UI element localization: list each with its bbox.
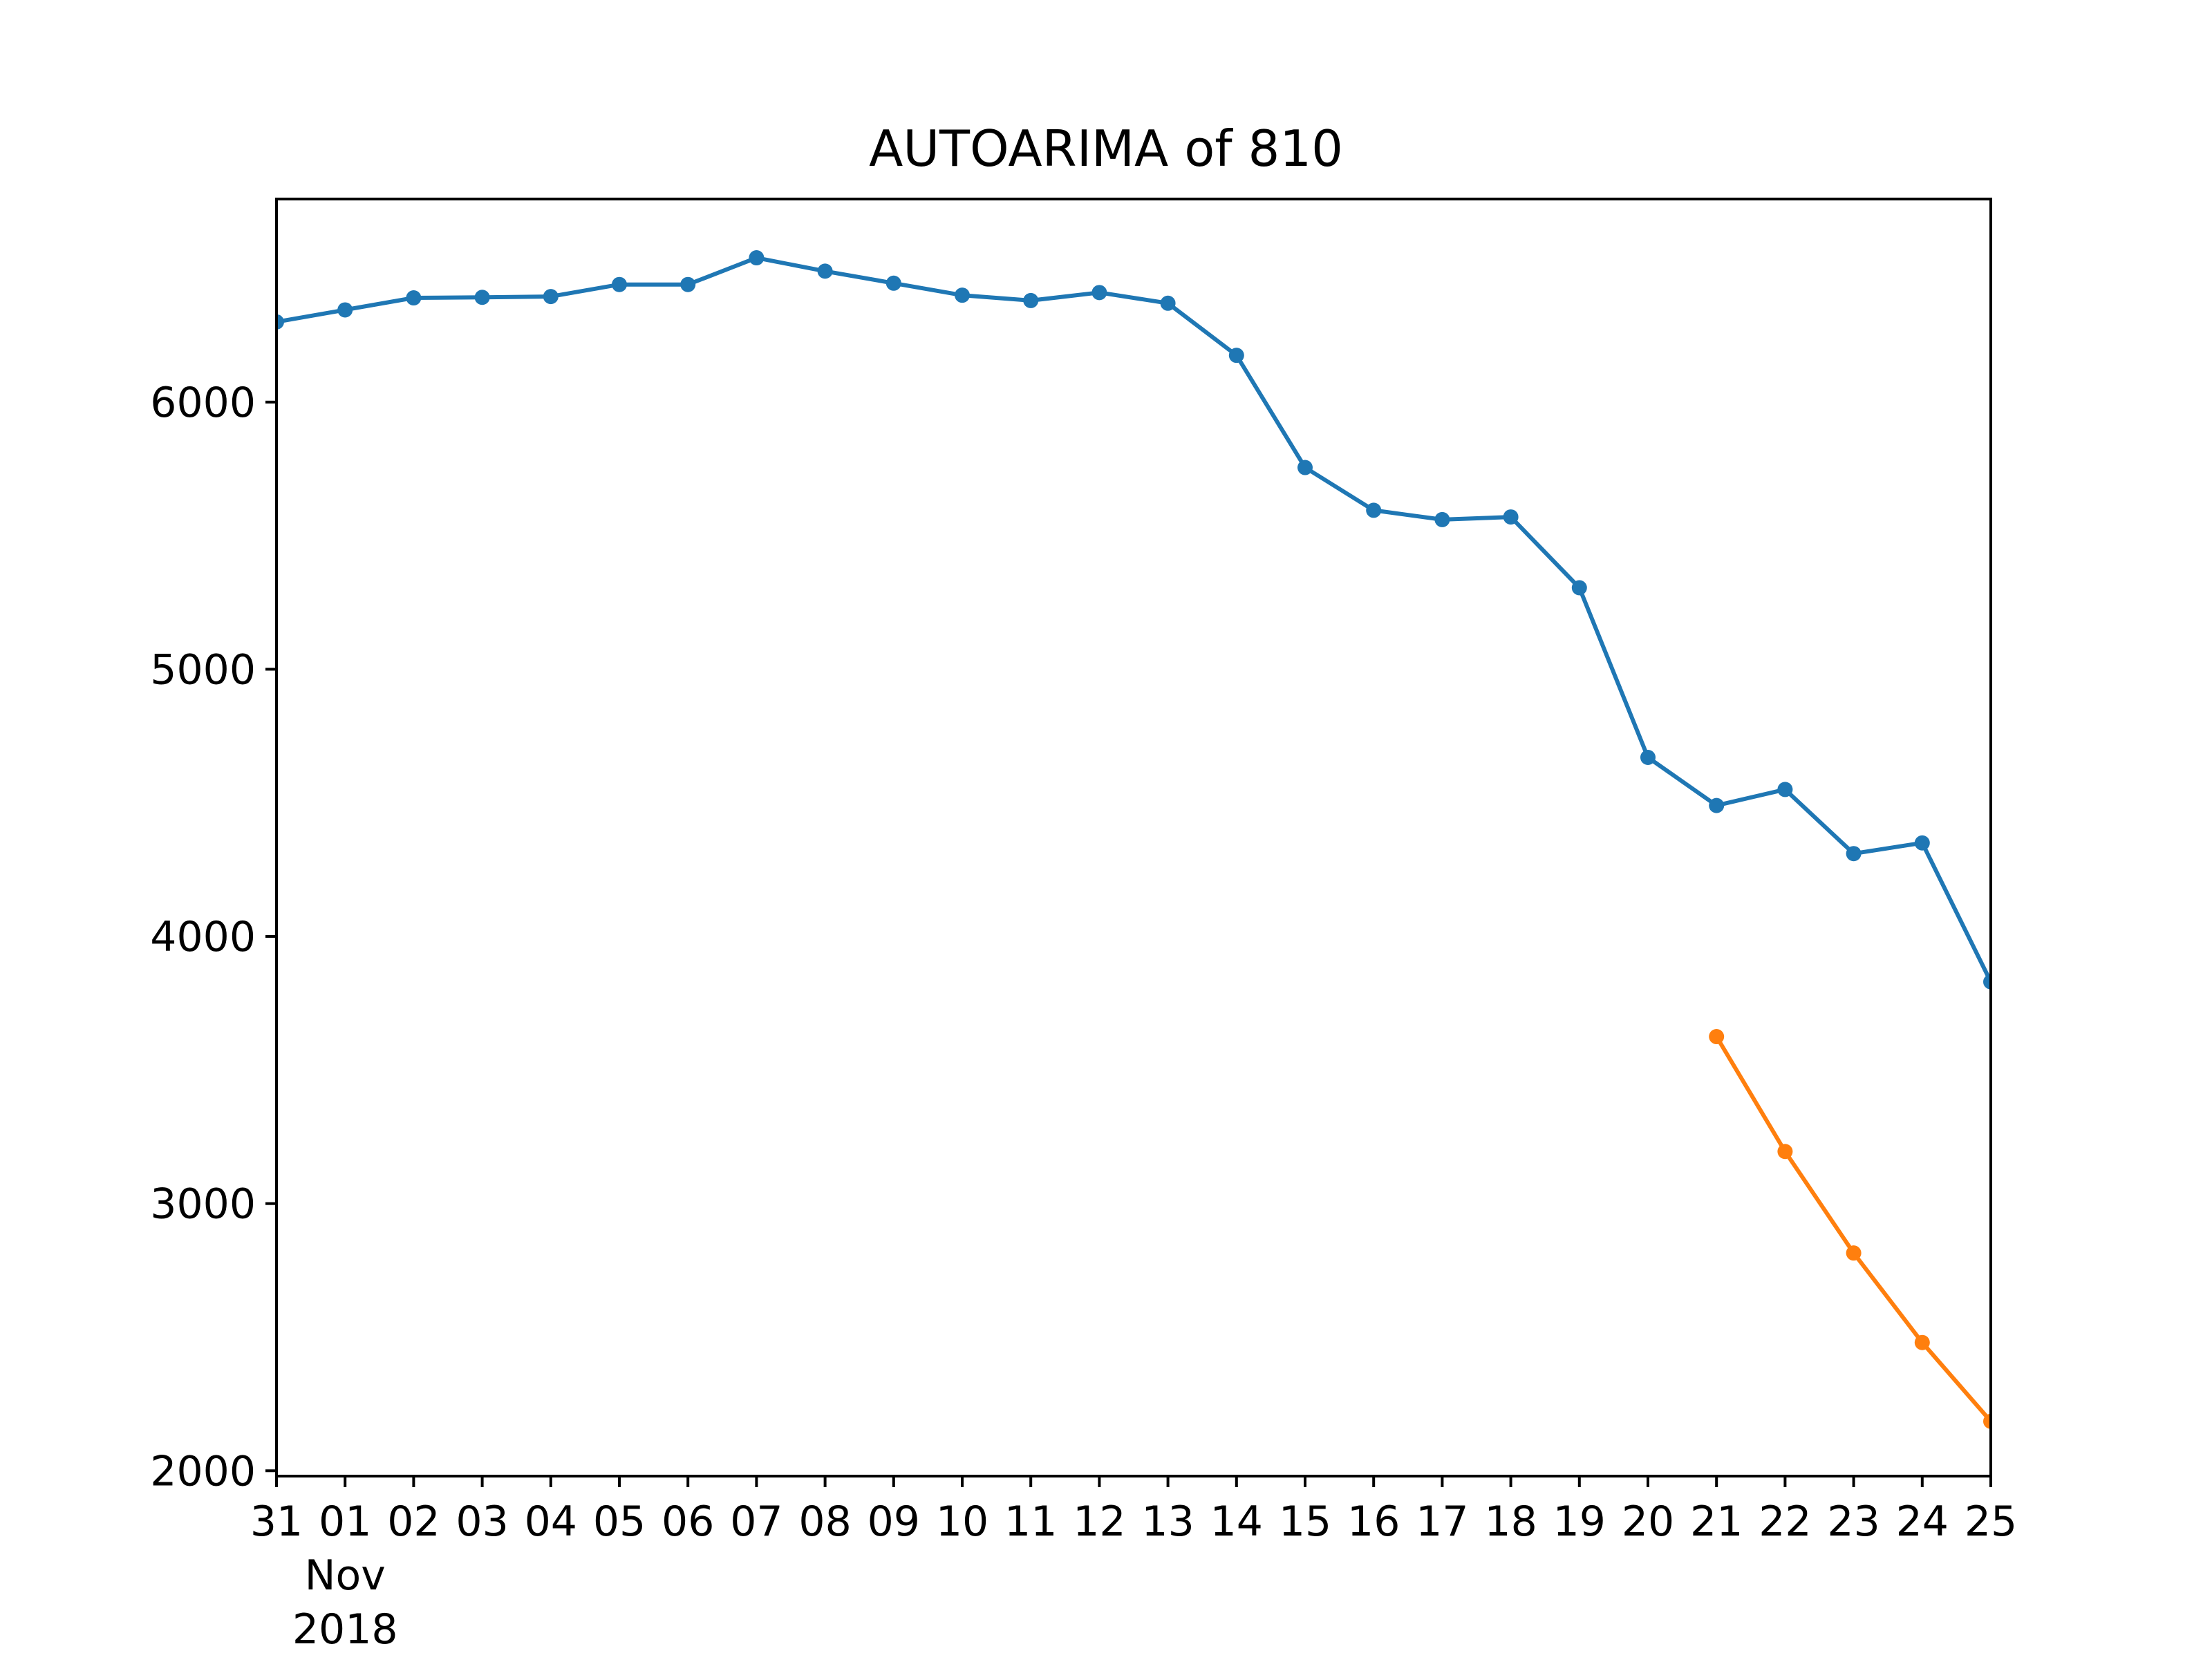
x-tick-label: 24 xyxy=(1896,1498,1949,1546)
series-1-point xyxy=(543,289,559,305)
series-1-point xyxy=(1846,846,1862,862)
series-1-point xyxy=(337,302,353,318)
series-2-point xyxy=(1914,1334,1930,1350)
series-1-point xyxy=(1434,511,1450,527)
series-1-point xyxy=(680,276,696,292)
x-tick-label: 05 xyxy=(593,1498,646,1546)
series-1-point xyxy=(1983,974,1991,990)
series-1-point xyxy=(1160,295,1176,311)
series-2-point xyxy=(1846,1245,1862,1261)
series-1-point xyxy=(1023,292,1039,308)
x-tick-label: 17 xyxy=(1416,1498,1468,1546)
series-1-point xyxy=(1571,580,1587,596)
x-tick-label: 11 xyxy=(1004,1498,1057,1546)
x-tick-label: 02 xyxy=(387,1498,440,1546)
x-tick-label: 12 xyxy=(1073,1498,1125,1546)
series-1-point xyxy=(406,290,422,306)
y-tick-label: 3000 xyxy=(150,1180,256,1229)
plot-area-frame xyxy=(275,198,1992,1477)
series-1-point xyxy=(1091,285,1107,301)
x-tick-label: 13 xyxy=(1141,1498,1194,1546)
series-1-point xyxy=(817,263,833,279)
y-tick-label: 6000 xyxy=(150,379,256,427)
x-tick-label: 14 xyxy=(1210,1498,1263,1546)
chart-title: AUTOARIMA of 810 xyxy=(869,120,1343,178)
x-tick-label: 07 xyxy=(730,1498,782,1546)
y-tick-label: 2000 xyxy=(150,1447,256,1495)
x-tick-label: 03 xyxy=(456,1498,508,1546)
x-axis: 31 01 02 03 04 05 06 07 08 09 10 11 12 13 14 15 16 17 18 19… xyxy=(250,1476,2017,1654)
x-tick-sublabel: Nov xyxy=(305,1551,386,1600)
x-tick-sublabel: 2018 xyxy=(292,1605,398,1654)
series-layer xyxy=(276,250,1991,1429)
series-1-point xyxy=(1640,750,1656,766)
x-tick-label: 22 xyxy=(1759,1498,1811,1546)
x-tick-label: 31 xyxy=(250,1498,303,1546)
y-tick-label: 4000 xyxy=(150,913,256,961)
series-1-point xyxy=(1914,835,1930,851)
x-tick-label: 16 xyxy=(1347,1498,1400,1546)
series-1-line xyxy=(276,256,1991,983)
series-1-point xyxy=(474,290,490,305)
x-tick-label: 06 xyxy=(662,1498,714,1546)
series-2-point xyxy=(1709,1029,1725,1045)
series-1-point xyxy=(612,276,627,292)
series-1-point xyxy=(1709,797,1725,813)
series-1-point xyxy=(749,250,765,266)
series-1-point xyxy=(276,314,284,330)
x-tick-label: 18 xyxy=(1484,1498,1537,1546)
series-2-point xyxy=(1777,1144,1793,1160)
x-tick-label: 09 xyxy=(868,1498,920,1546)
series-1-point xyxy=(1228,348,1244,363)
series-1-point xyxy=(1366,502,1382,518)
series-1-point xyxy=(885,275,901,291)
x-tick-label: 15 xyxy=(1279,1498,1331,1546)
x-tick-label: 25 xyxy=(1965,1498,2017,1546)
series-1-point xyxy=(1503,509,1519,525)
series-1-point xyxy=(1297,460,1313,475)
x-tick-label: 04 xyxy=(525,1498,577,1546)
x-tick-label: 10 xyxy=(936,1498,988,1546)
series-1-point xyxy=(955,287,970,303)
x-tick-label: 19 xyxy=(1553,1498,1606,1546)
y-tick-label: 5000 xyxy=(150,645,256,694)
y-axis: 2000 3000 4000 5000 6000 xyxy=(150,379,276,1495)
series-2-point xyxy=(1983,1413,1991,1429)
x-tick-label: 01 xyxy=(319,1498,371,1546)
x-tick-label: 23 xyxy=(1827,1498,1880,1546)
series-1-point xyxy=(1777,782,1793,797)
x-tick-label: 20 xyxy=(1622,1498,1674,1546)
x-tick-label: 21 xyxy=(1690,1498,1743,1546)
x-tick-label: 08 xyxy=(798,1498,851,1546)
